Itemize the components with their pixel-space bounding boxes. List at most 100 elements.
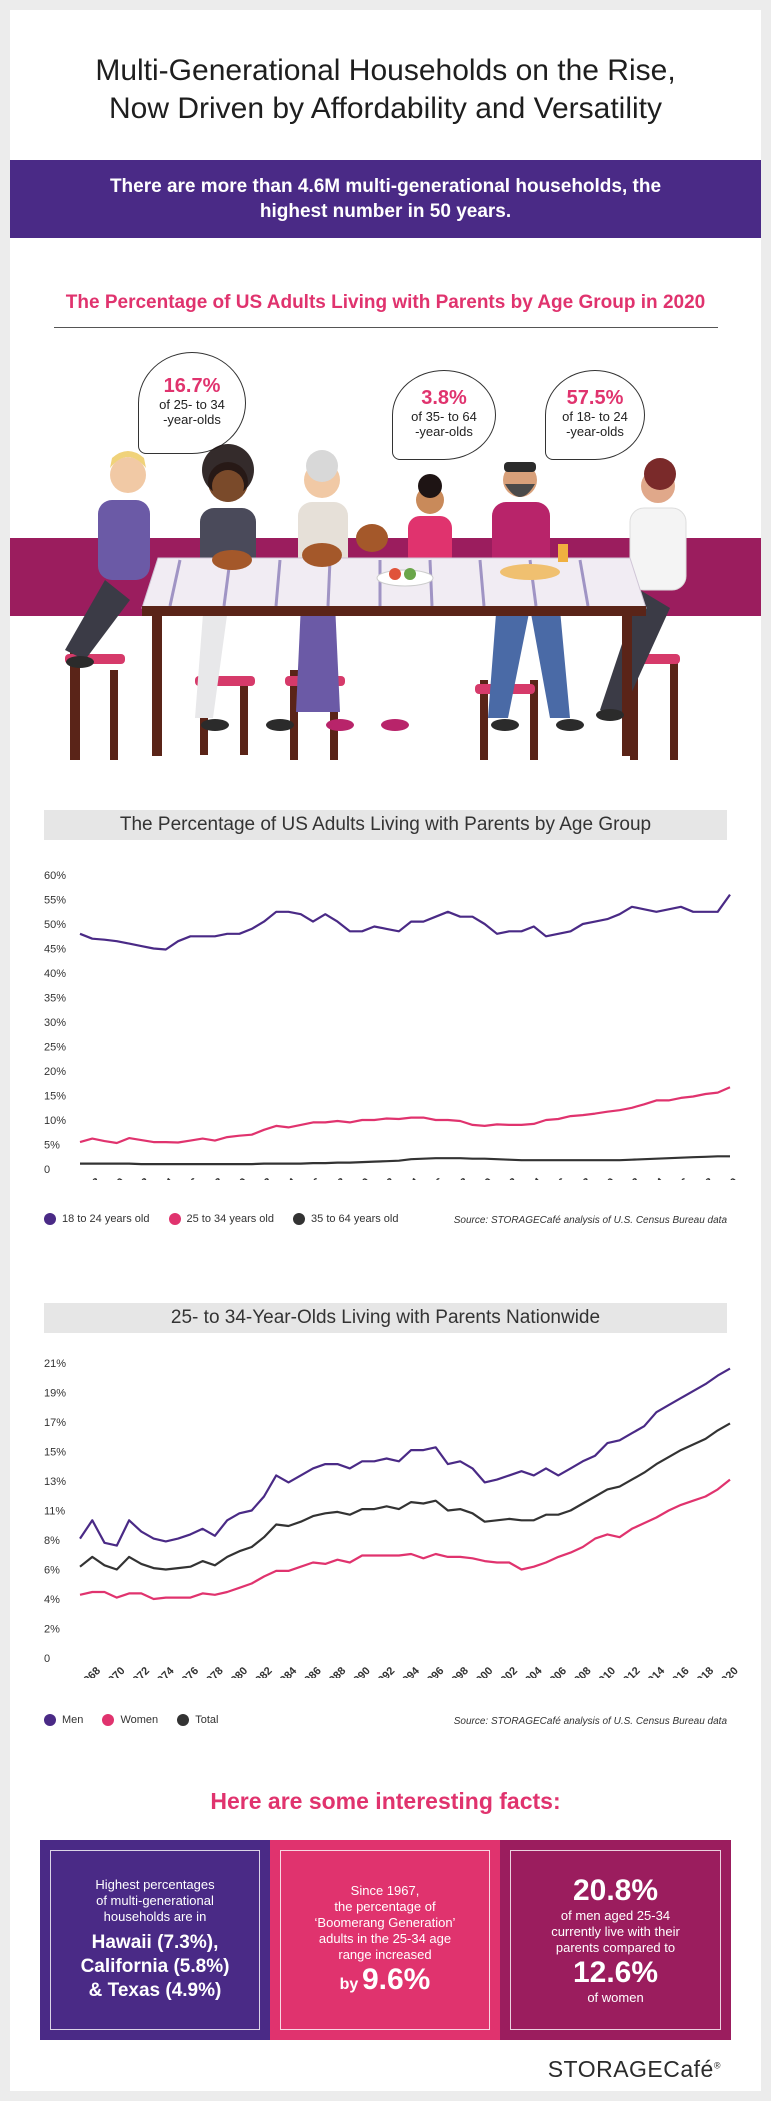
chart2-x-tick-label: 1992: [372, 1665, 398, 1678]
fact1-line1: Highest percentages: [95, 1877, 215, 1892]
chart2-x-tick-label: 1990: [347, 1665, 373, 1678]
title-line-1: Multi-Generational Households on the Ris…: [95, 54, 676, 87]
fact3-women-pct: 12.6%: [572, 1956, 659, 1989]
chart1-y-tick-label: 45%: [44, 944, 66, 956]
chart2-x-tick-label: 1988: [323, 1665, 349, 1678]
fact2-line2: the percentage of: [334, 1899, 436, 1914]
chart2-y-tick-label: 15%: [44, 1447, 66, 1459]
chart2-y-tick-label: 11%: [44, 1506, 65, 1518]
chart1-x-tick-label: 1998: [445, 1176, 471, 1180]
chart1-x-tick-label: 1972: [126, 1176, 152, 1180]
bubble-25-34-line2: -year-olds: [163, 412, 221, 427]
chart1-y-tick-label: 60%: [44, 870, 66, 882]
fact1-hawaii: Hawaii (7.3%),: [91, 1932, 219, 1953]
chart2-x-tick-label: 2004: [519, 1664, 545, 1678]
legend-dot-icon: [44, 1714, 56, 1726]
chart2-y-tick-label: 21%: [44, 1358, 66, 1370]
title-line-2: Now Driven by Affordability and Versatil…: [108, 92, 663, 125]
chart2-series-line-1: [79, 1478, 731, 1601]
chart1-y-tick-label: 10%: [44, 1115, 66, 1127]
chart2-x-tick-label: 1984: [273, 1664, 299, 1678]
chart1-y-tick-label: 0: [44, 1164, 50, 1176]
chart1-x-tick-label: 1970: [102, 1176, 128, 1180]
chart2-x-tick-label: 1972: [126, 1665, 152, 1678]
chart2-y-tick-label: 13%: [44, 1476, 66, 1488]
headline-banner: There are more than 4.6M multi-generatio…: [10, 160, 761, 238]
chart2-y-tick-label: 17%: [44, 1417, 66, 1429]
bubble-25-34-line1: of 25- to 34: [159, 397, 225, 412]
chart2-source: Source: STORAGECafé analysis of U.S. Cen…: [453, 1716, 727, 1727]
chart1-x-tick-label: 1990: [347, 1176, 373, 1180]
fact2-by: by: [339, 1976, 359, 1993]
fact-card-states: Highest percentages of multi-generationa…: [40, 1840, 270, 2040]
storagecafe-logo: STORAGECafé®: [548, 2056, 721, 2083]
fact3-men-pct: 20.8%: [572, 1874, 659, 1907]
chart2-y-tick-label: 4%: [44, 1594, 60, 1606]
bubble-25-34: 16.7% of 25- to 34 -year-olds: [138, 352, 246, 454]
chart1-legend: 18 to 24 years old 25 to 34 years old 35…: [44, 1213, 414, 1228]
chart2-x-tick-label: 2020: [715, 1665, 741, 1678]
bubble-25-34-pct: 16.7%: [163, 375, 221, 397]
chart2-x-tick-label: 1970: [102, 1665, 128, 1678]
legend-label-25-34: 25 to 34 years old: [186, 1213, 274, 1225]
chart1-x-tick-label: 1976: [175, 1176, 201, 1180]
chart1-x-tick-label: 1982: [249, 1176, 275, 1180]
chart1-x-tick-label: 1968: [77, 1176, 103, 1180]
family-dinner-illustration: [10, 444, 761, 760]
fact2-pct: 9.6%: [361, 1963, 431, 1996]
chart1-x-tick-label: 2010: [592, 1176, 618, 1180]
chart2-x-tick-label: 2006: [543, 1665, 569, 1678]
fact2-line4: adults in the 25-34 age: [318, 1931, 452, 1946]
chart2-x-tick-label: 1980: [224, 1665, 250, 1678]
fact3-line4: of women: [587, 1990, 644, 2005]
chart2-y-tick-label: 2%: [44, 1624, 60, 1636]
chart2-series-line-0: [79, 1367, 731, 1547]
legend-item-35-64: 35 to 64 years old: [293, 1213, 398, 1225]
chart1-y-tick-label: 5%: [44, 1140, 60, 1152]
chart1-series-line-0: [79, 893, 731, 951]
chart2-x-tick-label: 1994: [396, 1664, 422, 1678]
facts-title: Here are some interesting facts:: [210, 1788, 561, 1814]
fact1-texas: & Texas (4.9%): [88, 1980, 222, 2001]
fact2-line5: range increased: [338, 1947, 432, 1962]
chart2-x-tick-label: 2000: [470, 1665, 496, 1678]
legend-item-women: Women: [102, 1714, 158, 1726]
logo-registered-mark: ®: [713, 2060, 721, 2071]
legend-item-men: Men: [44, 1714, 83, 1726]
legend-dot-icon: [102, 1714, 115, 1726]
fact-card-boomerang: Since 1967, the percentage of ‘Boomerang…: [270, 1840, 500, 2040]
page-title: Multi-Generational Households on the Ris…: [10, 52, 761, 128]
chart1-y-tick-label: 30%: [44, 1017, 66, 1029]
chart2-x-tick-label: 2018: [690, 1665, 716, 1678]
chart1-x-tick-label: 1986: [298, 1176, 324, 1180]
chart2-x-tick-label: 2014: [641, 1664, 667, 1678]
chart1-x-tick-label: 2006: [543, 1176, 569, 1180]
chart2-x-tick-label: 2016: [666, 1665, 692, 1678]
fact2-line3: ‘Boomerang Generation’: [314, 1915, 456, 1930]
chart2-x-tick-label: 2002: [494, 1665, 520, 1678]
chart1-x-tick-label: 2012: [617, 1176, 643, 1180]
legend-item-total: Total: [177, 1714, 218, 1726]
fact1-california: California (5.8%): [80, 1956, 230, 1977]
chart2-x-tick-label: 2012: [617, 1665, 643, 1678]
legend-label-35-64: 35 to 64 years old: [311, 1213, 399, 1225]
chart1-source: Source: STORAGECafé analysis of U.S. Cen…: [453, 1215, 727, 1226]
chart1-x-tick-label: 2016: [666, 1176, 692, 1180]
bubble-18-24-line1: of 18- to 24: [562, 409, 628, 424]
fact1-line3: households are in: [103, 1909, 207, 1924]
legend-label-women: Women: [120, 1714, 159, 1726]
chart1-x-tick-label: 2020: [715, 1176, 741, 1180]
chart1-y-tick-label: 55%: [44, 895, 66, 907]
chart1-age-groups: 60% 55% 50% 45% 40% 35% 30% 25% 20% 15% 10% 5% 0 1968…: [44, 870, 741, 1180]
legend-item-25-34: 25 to 34 years old: [168, 1213, 274, 1225]
chart1-y-tick-label: 50%: [44, 919, 66, 931]
chart2-x-tick-label: 1996: [421, 1665, 447, 1678]
chart2-25-34-gender: 21%19%17%15%13%11%8%6%4%2%01968197019721…: [44, 1358, 741, 1678]
chart1-x-tick-label: 2004: [519, 1175, 545, 1180]
chart1-x-tick-label: 1994: [396, 1175, 422, 1180]
chart1-y-tick-label: 25%: [44, 1042, 66, 1054]
infographic: Multi-Generational Households on the Ris…: [10, 10, 761, 2091]
chart2-x-tick-label: 1978: [200, 1665, 226, 1678]
chart1-x-tick-label: 1992: [372, 1176, 398, 1180]
chart1-x-tick-label: 1996: [421, 1176, 447, 1180]
